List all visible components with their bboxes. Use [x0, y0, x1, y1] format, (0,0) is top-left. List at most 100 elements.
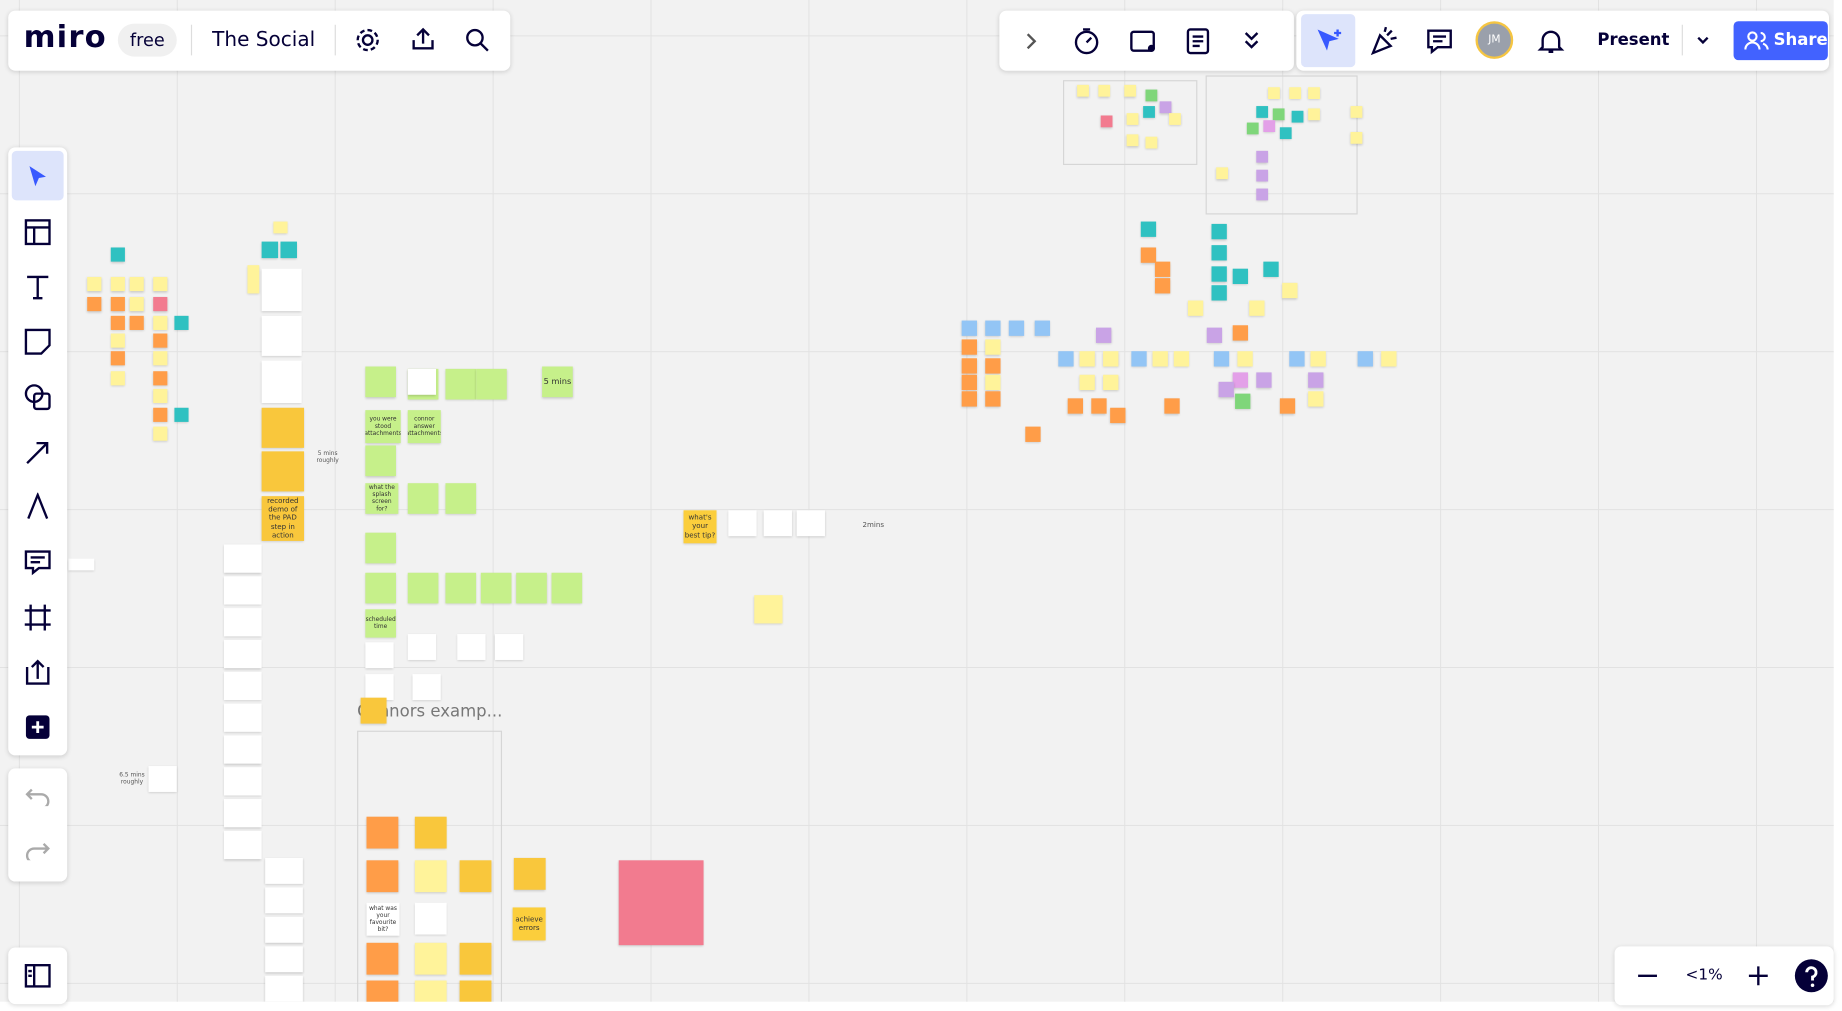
sticky-note[interactable]: [360, 697, 387, 724]
sticky-note[interactable]: [1350, 106, 1363, 118]
sticky-note[interactable]: [1237, 351, 1253, 367]
sticky-note[interactable]: [110, 315, 125, 330]
sticky-note[interactable]: [1279, 398, 1296, 414]
settings-button[interactable]: [355, 27, 381, 53]
sticky-note[interactable]: [1268, 87, 1280, 99]
sticky-note[interactable]: [153, 333, 168, 348]
sticky-note[interactable]: [1211, 266, 1227, 282]
sticky-note[interactable]: [223, 830, 262, 860]
sticky-note[interactable]: [1249, 300, 1265, 316]
sticky-note[interactable]: [1232, 325, 1249, 341]
sticky-note[interactable]: [365, 445, 396, 477]
sticky-note[interactable]: [1025, 426, 1041, 442]
sticky-note[interactable]: [961, 339, 977, 355]
sticky-note[interactable]: [265, 887, 303, 914]
sticky-note[interactable]: [365, 532, 396, 564]
comments-button[interactable]: [1425, 27, 1456, 55]
sticky-note[interactable]: [1067, 398, 1084, 414]
sticky-note[interactable]: [223, 544, 262, 573]
cursor-button[interactable]: [1314, 26, 1345, 57]
sticky-note[interactable]: [1289, 351, 1305, 367]
sticky-note[interactable]: [414, 860, 447, 893]
sticky-note[interactable]: [414, 902, 447, 935]
sticky-note[interactable]: [261, 268, 302, 312]
sticky-note[interactable]: [1206, 327, 1223, 343]
sticky-note[interactable]: [1140, 247, 1157, 263]
sticky-note[interactable]: [1213, 351, 1230, 367]
sticky-note[interactable]: [1235, 393, 1251, 409]
sticky-note[interactable]: [223, 639, 262, 669]
sticky-note[interactable]: recorded demo of the PAD step in action: [261, 496, 305, 541]
sticky-note[interactable]: [1103, 351, 1119, 367]
sticky-note[interactable]: [1126, 113, 1139, 125]
sticky-note[interactable]: [961, 391, 977, 407]
sticky-note[interactable]: [480, 572, 512, 604]
sticky-note[interactable]: [1232, 268, 1249, 285]
sidebar-toggle[interactable]: [8, 947, 68, 1005]
upload-tool[interactable]: [24, 658, 52, 686]
text[interactable]: 5 mins roughly: [316, 450, 339, 465]
sticky-note[interactable]: [985, 320, 1001, 336]
sticky-note[interactable]: [153, 315, 168, 330]
sticky-note[interactable]: [516, 572, 547, 604]
sticky-note[interactable]: [1256, 372, 1272, 388]
sticky-note[interactable]: [247, 265, 260, 294]
sticky-note[interactable]: [153, 276, 168, 292]
sticky-note[interactable]: [445, 572, 477, 604]
logo[interactable]: miro: [23, 20, 107, 56]
sticky-note[interactable]: [280, 241, 297, 259]
sticky-note[interactable]: [763, 510, 792, 537]
sticky-note[interactable]: 5 mins: [542, 366, 573, 398]
sticky-note[interactable]: [1152, 351, 1168, 367]
sticky-note[interactable]: [1279, 127, 1292, 140]
sticky-note[interactable]: [1211, 223, 1227, 240]
sticky-note[interactable]: [414, 942, 447, 975]
sticky-note[interactable]: [265, 975, 303, 1002]
sticky-note[interactable]: [985, 358, 1001, 374]
sticky-note[interactable]: [1079, 374, 1095, 391]
present-button[interactable]: Present: [1597, 30, 1670, 50]
sticky-note[interactable]: [1154, 261, 1171, 277]
sticky-note[interactable]: [1077, 84, 1089, 97]
sticky-note[interactable]: [366, 942, 399, 975]
sticky-note[interactable]: [129, 315, 144, 330]
sticky-note[interactable]: [110, 247, 125, 262]
sticky-note[interactable]: [153, 426, 168, 441]
sticky-note[interactable]: [457, 634, 486, 660]
templates-tool[interactable]: [24, 218, 52, 246]
sticky-note[interactable]: [1124, 84, 1137, 97]
sticky-note[interactable]: [110, 276, 125, 292]
sticky-note[interactable]: [1263, 261, 1279, 277]
sticky-note[interactable]: what's your best tip?: [683, 510, 717, 544]
sticky-note[interactable]: [1350, 131, 1363, 144]
expand-button[interactable]: [1023, 31, 1039, 52]
sticky-note[interactable]: [153, 371, 168, 386]
notes-button[interactable]: [1184, 27, 1212, 55]
sticky-note[interactable]: [1169, 113, 1181, 125]
sticky-note[interactable]: [1216, 167, 1228, 180]
undo-button[interactable]: [25, 787, 51, 807]
sticky-note[interactable]: [414, 816, 447, 849]
sticky-note[interactable]: [1256, 150, 1269, 163]
plan-badge[interactable]: free: [117, 23, 177, 57]
sticky-note[interactable]: [551, 572, 583, 604]
sticky-note[interactable]: [1154, 278, 1171, 294]
sticky-note[interactable]: [1110, 407, 1126, 424]
redo-button[interactable]: [25, 841, 51, 861]
avatar[interactable]: JM: [1475, 21, 1514, 59]
sticky-note[interactable]: [261, 451, 305, 492]
sticky-note[interactable]: [459, 860, 492, 893]
sticky-note[interactable]: [1173, 351, 1190, 367]
sticky-note[interactable]: [365, 642, 394, 669]
sticky-note[interactable]: [1079, 351, 1095, 367]
sticky-note[interactable]: [148, 766, 177, 792]
sticky-note[interactable]: what was your favourite bit?: [366, 902, 400, 936]
sticky-note[interactable]: [407, 634, 437, 660]
sticky-note[interactable]: [1126, 134, 1139, 147]
sticky-note[interactable]: [1272, 108, 1285, 121]
sticky-note[interactable]: [1218, 381, 1234, 398]
sticky-note[interactable]: [1103, 374, 1119, 391]
sticky-note[interactable]: [1091, 398, 1107, 414]
sticky-note[interactable]: [796, 510, 825, 537]
sticky-note[interactable]: [110, 333, 125, 348]
